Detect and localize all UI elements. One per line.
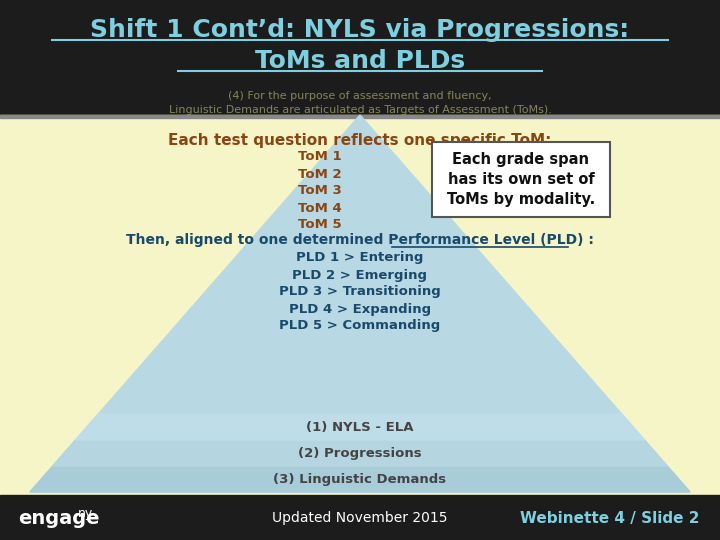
Text: Each test question reflects one specific ToM:: Each test question reflects one specific…	[168, 132, 552, 147]
Text: (3) Linguistic Demands: (3) Linguistic Demands	[274, 472, 446, 485]
Text: ToMs and PLDs: ToMs and PLDs	[255, 49, 465, 73]
Text: ToM 2: ToM 2	[298, 167, 342, 180]
Text: engage: engage	[18, 509, 99, 528]
Text: Each grade span
has its own set of
ToMs by modality.: Each grade span has its own set of ToMs …	[447, 152, 595, 207]
Polygon shape	[30, 466, 690, 492]
Text: Linguistic Demands are articulated as Targets of Assessment (ToMs).: Linguistic Demands are articulated as Ta…	[168, 105, 552, 115]
Text: Webinette 4 / Slide 2: Webinette 4 / Slide 2	[521, 510, 700, 525]
Bar	[0, 495, 720, 540]
Text: ToM 5: ToM 5	[298, 219, 342, 232]
Polygon shape	[76, 414, 644, 440]
Text: PLD 2 > Emerging: PLD 2 > Emerging	[292, 268, 428, 281]
Text: PLD 1 > Entering: PLD 1 > Entering	[297, 252, 423, 265]
Text: ToM 1: ToM 1	[298, 151, 342, 164]
Bar	[432, 142, 610, 217]
Bar	[0, 0, 720, 115]
Text: ny: ny	[78, 507, 94, 519]
Text: (2) Progressions: (2) Progressions	[298, 447, 422, 460]
Polygon shape	[30, 115, 690, 492]
Text: Then, aligned to one determined Performance Level (PLD) :: Then, aligned to one determined Performa…	[126, 233, 594, 247]
Text: Updated November 2015: Updated November 2015	[272, 511, 448, 525]
Bar	[0, 115, 720, 118]
Text: PLD 3 > Transitioning: PLD 3 > Transitioning	[279, 286, 441, 299]
Text: PLD 5 > Commanding: PLD 5 > Commanding	[279, 320, 441, 333]
Text: ToM 4: ToM 4	[298, 201, 342, 214]
Text: (1) NYLS - ELA: (1) NYLS - ELA	[306, 421, 414, 434]
Bar	[0, 115, 720, 495]
Text: ToM 3: ToM 3	[298, 185, 342, 198]
Text: PLD 4 > Expanding: PLD 4 > Expanding	[289, 302, 431, 315]
Text: (4) For the purpose of assessment and fluency,: (4) For the purpose of assessment and fl…	[228, 91, 492, 101]
Text: Shift 1 Cont’d: NYLS via Progressions:: Shift 1 Cont’d: NYLS via Progressions:	[91, 18, 629, 42]
Polygon shape	[53, 440, 667, 466]
